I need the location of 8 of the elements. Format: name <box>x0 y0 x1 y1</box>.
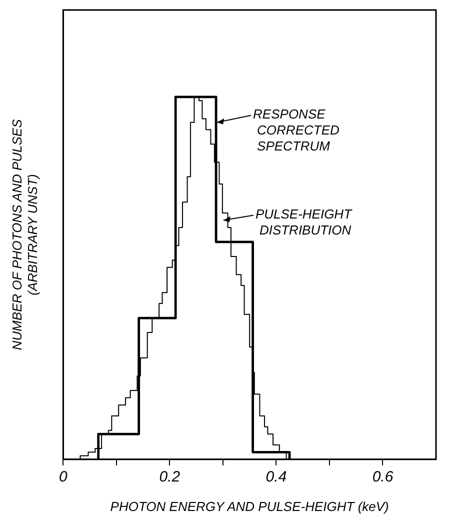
x-tick-label: 0 <box>59 468 68 486</box>
x-axis-title: PHOTON ENERGY AND PULSE-HEIGHT (keV) <box>110 498 389 514</box>
x-tick-label: 0.6 <box>372 468 394 486</box>
x-tick-label: 0.2 <box>159 468 181 486</box>
y-axis-title: NUMBER OF PHOTONS AND PULSES (ARBITRARY UNST) <box>9 118 40 350</box>
x-tick-label: 0.4 <box>266 468 287 486</box>
legend-label: RESPONSE CORRECTED SPECTRUM <box>253 106 340 154</box>
legend-label: PULSE-HEIGHT DISTRIBUTION <box>255 206 353 238</box>
